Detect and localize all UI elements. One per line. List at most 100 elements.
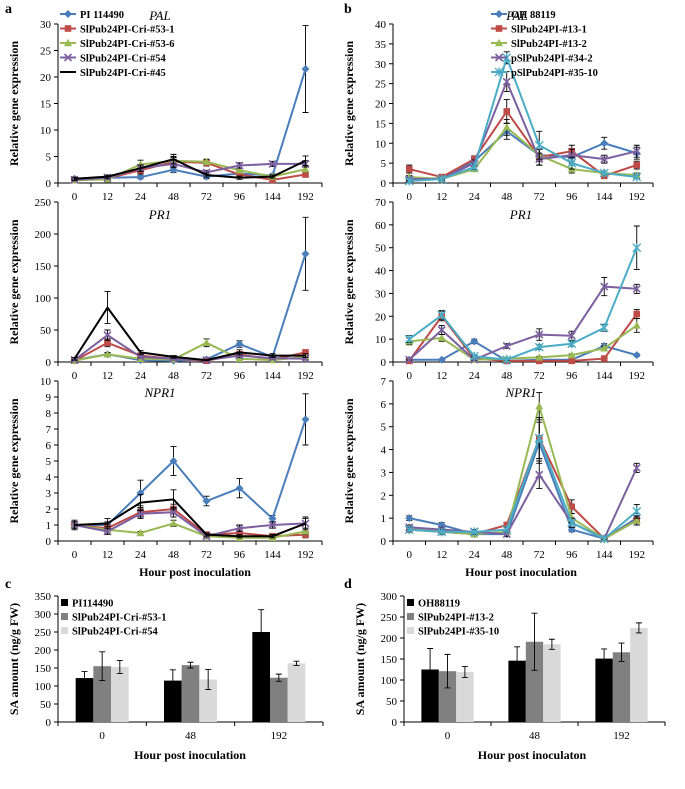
data-point-4-3-6 (600, 282, 609, 291)
y-tick-label-3-0: 0 (381, 178, 387, 190)
legend-label-3-2: SlPub24PI-#13-2 (511, 39, 587, 50)
bar-chart-6: 0 50 100 150 200 250 300 350 SA amount (ng/g FW)… (5, 577, 324, 762)
gene-title-3: PAL (505, 8, 527, 23)
error-bar-7-0-0 (427, 648, 434, 691)
x-tick-label-0-5: 96 (234, 191, 246, 203)
x-tick-label-6-1: 48 (185, 730, 197, 742)
x-tick-label-7-0: 0 (445, 730, 451, 742)
series-line-4-3 (408, 285, 637, 361)
x-axis-label-5: Hour post inoculation (465, 565, 577, 579)
data-point-3-1-3 (503, 108, 511, 115)
y-tick-label-3-2: 10 (375, 138, 387, 150)
data-point-4-3-5 (567, 331, 576, 340)
gene-title-1: PR1 (148, 207, 171, 222)
y-tick-label-3-4: 20 (375, 99, 387, 111)
y-tick-label-4-1: 10 (375, 334, 387, 346)
x-tick-label-3-2: 24 (469, 191, 481, 203)
x-tick-label-2-1: 12 (102, 549, 113, 561)
x-tick-label-3-7: 192 (629, 191, 646, 203)
error-bar-6-1-0 (99, 651, 106, 682)
x-tick-label-3-5: 96 (566, 191, 578, 203)
data-point-4-4-2 (469, 351, 479, 361)
error-bar-7-1-0 (444, 653, 451, 689)
legend-swatch-7-1 (407, 613, 414, 620)
y-tick-label-2-0: 0 (46, 536, 52, 548)
data-point-4-4-7 (632, 243, 642, 253)
y-tick-label-6-7: 350 (35, 591, 52, 603)
data-point-1-2-1 (103, 350, 112, 358)
y-tick-label-2-6: 6 (46, 440, 52, 452)
bar-6-2-1 (199, 679, 217, 722)
error-bar-6-0-2 (258, 609, 265, 655)
error-bar-6-1-1 (187, 661, 194, 669)
x-tick-label-2-5: 96 (234, 549, 246, 561)
y-tick-label-0-4: 20 (40, 72, 52, 84)
y-tick-label-0-1: 5 (46, 152, 52, 164)
line-chart-4: 0 10 20 30 40 50 60 70 Relative gene expression 0… (342, 197, 654, 382)
bar-7-1-0 (438, 671, 457, 722)
data-point-5-2-7 (632, 516, 641, 524)
data-point-0-0-2 (136, 173, 145, 182)
x-tick-label-5-3: 48 (501, 549, 513, 561)
x-tick-label-4-0: 0 (407, 370, 413, 382)
line-chart-1: 0 50 100 150 200 250 Relative gene expression 0… (7, 197, 323, 382)
series-2-0 (70, 393, 310, 529)
x-tick-label-1-1: 12 (102, 370, 113, 382)
legend-marker-0-2 (64, 38, 72, 47)
y-tick-label-6-4: 200 (35, 645, 52, 657)
data-point-0-1-7 (302, 171, 309, 178)
data-point-1-0-7 (301, 249, 310, 258)
y-tick-label-7-2: 100 (381, 675, 398, 687)
x-axis-label-2: Hour post inoculation (139, 565, 251, 579)
legend-label-3-1: SlPub24PI-#13-1 (511, 25, 587, 36)
data-point-4-2-1 (437, 333, 446, 342)
x-tick-label-1-4: 72 (201, 370, 212, 382)
error-bar-7-0-2 (601, 648, 608, 669)
bar-6-2-2 (287, 663, 306, 722)
series-line-4-4 (408, 247, 638, 361)
data-point-1-2-5 (235, 354, 244, 362)
legend-marker-3-3 (494, 53, 504, 62)
y-tick-label-6-0: 0 (46, 717, 52, 729)
series-1-4 (71, 291, 309, 362)
error-bar-7-1-1 (531, 612, 538, 671)
data-point-1-1-7 (302, 349, 309, 356)
legend-marker-3-2 (495, 38, 503, 47)
x-tick-label-3-0: 0 (407, 191, 413, 203)
y-tick-label-1-2: 100 (35, 293, 52, 305)
y-tick-label-0-2: 10 (40, 125, 52, 137)
panel-letter-b: b (344, 2, 352, 17)
data-point-2-3-3 (169, 508, 178, 517)
y-axis-label-0: Relative gene expression (7, 41, 21, 166)
legend-label-3-3: pSlPub24PI-#34-2 (511, 54, 593, 65)
gene-title-0: PAL (148, 8, 170, 23)
bar-7-1-2 (612, 652, 631, 722)
series-0-4 (71, 153, 309, 181)
y-tick-label-1-5: 250 (35, 197, 52, 209)
y-tick-label-1-0: 0 (46, 357, 52, 369)
data-point-1-1-1 (104, 339, 111, 347)
data-point-3-4-0 (404, 176, 414, 186)
data-point-5-3-4 (535, 470, 544, 479)
x-tick-label-6-2: 192 (271, 730, 288, 742)
y-tick-label-1-1: 50 (40, 325, 52, 337)
panel-letter-a: a (5, 2, 12, 17)
data-point-5-2-4 (535, 401, 544, 410)
data-point-4-2-5 (567, 350, 576, 359)
data-point-1-2-4 (202, 338, 211, 346)
data-point-1-0-5 (235, 340, 244, 349)
legend-marker-3-0 (495, 10, 503, 18)
y-tick-label-3-1: 5 (381, 158, 387, 170)
error-bar-6-2-0 (116, 659, 123, 674)
data-point-5-1-3 (503, 521, 511, 529)
legend-swatch-6-1 (61, 613, 68, 620)
y-axis-label-3: Relative gene expression (342, 41, 356, 166)
data-point-5-3-7 (632, 463, 641, 472)
y-tick-label-6-5: 250 (35, 627, 52, 639)
x-tick-label-5-7: 192 (629, 549, 646, 561)
series-line-3-3 (409, 78, 637, 181)
data-point-4-2-4 (535, 353, 544, 361)
y-tick-label-6-1: 50 (40, 699, 52, 711)
series-3-1 (405, 99, 641, 181)
data-point-3-4-6 (599, 168, 609, 178)
